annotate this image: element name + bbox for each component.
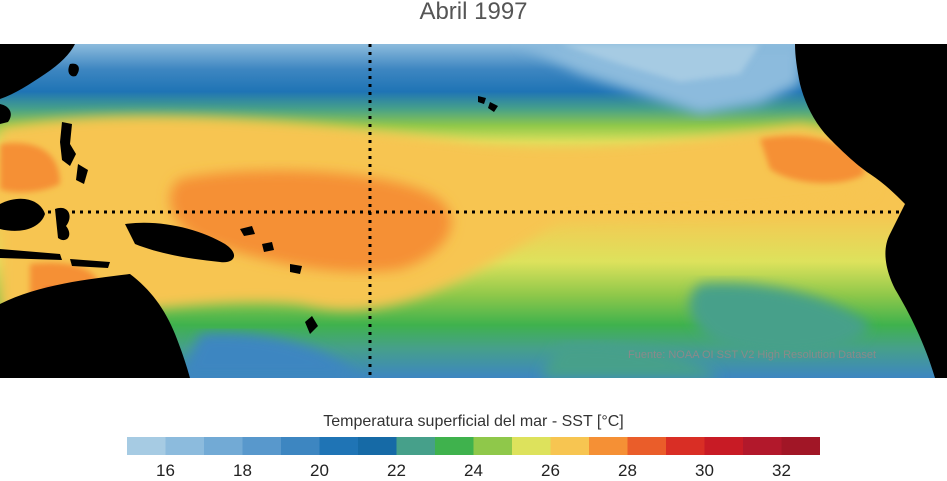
colorbar-segment — [550, 437, 590, 455]
colorbar-segment — [627, 437, 667, 455]
colorbar-segment — [396, 437, 436, 455]
colorbar-segment — [666, 437, 705, 455]
sst-map — [0, 44, 947, 378]
colorbar-tick-label: 26 — [541, 461, 560, 480]
colorbar-segment — [512, 437, 551, 455]
colorbar-segment — [743, 437, 782, 455]
colorbar-segment — [242, 437, 282, 455]
colorbar-tick-label: 24 — [464, 461, 483, 480]
colorbar-segment — [781, 437, 820, 455]
colorbar-tick-label: 16 — [156, 461, 175, 480]
colorbar-tick-label: 30 — [695, 461, 714, 480]
colorbar-segment — [473, 437, 513, 455]
colorbar-tick-label: 18 — [233, 461, 252, 480]
colorbar-segment — [358, 437, 397, 455]
colorbar-segment — [127, 437, 166, 455]
colorbar-tick-label: 28 — [618, 461, 637, 480]
colorbar-label: Temperatura superficial del mar - SST [°… — [323, 413, 624, 430]
colorbar-segment — [165, 437, 205, 455]
colorbar-tick-label: 22 — [387, 461, 406, 480]
colorbar-segment — [204, 437, 243, 455]
colorbar — [127, 437, 820, 455]
colorbar-ticks: 16 18 20 22 24 26 28 30 32 — [127, 458, 820, 480]
colorbar-segment — [704, 437, 744, 455]
chart-title: Abril 1997 — [419, 0, 528, 25]
colorbar-segment — [319, 437, 359, 455]
colorbar-tick-label: 20 — [310, 461, 329, 480]
colorbar-segment — [281, 437, 320, 455]
colorbar-tick-label: 32 — [772, 461, 791, 480]
colorbar-segment — [435, 437, 474, 455]
source-note: Fuente: NOAA OI SST V2 High Resolution D… — [628, 349, 877, 361]
colorbar-segment — [589, 437, 628, 455]
